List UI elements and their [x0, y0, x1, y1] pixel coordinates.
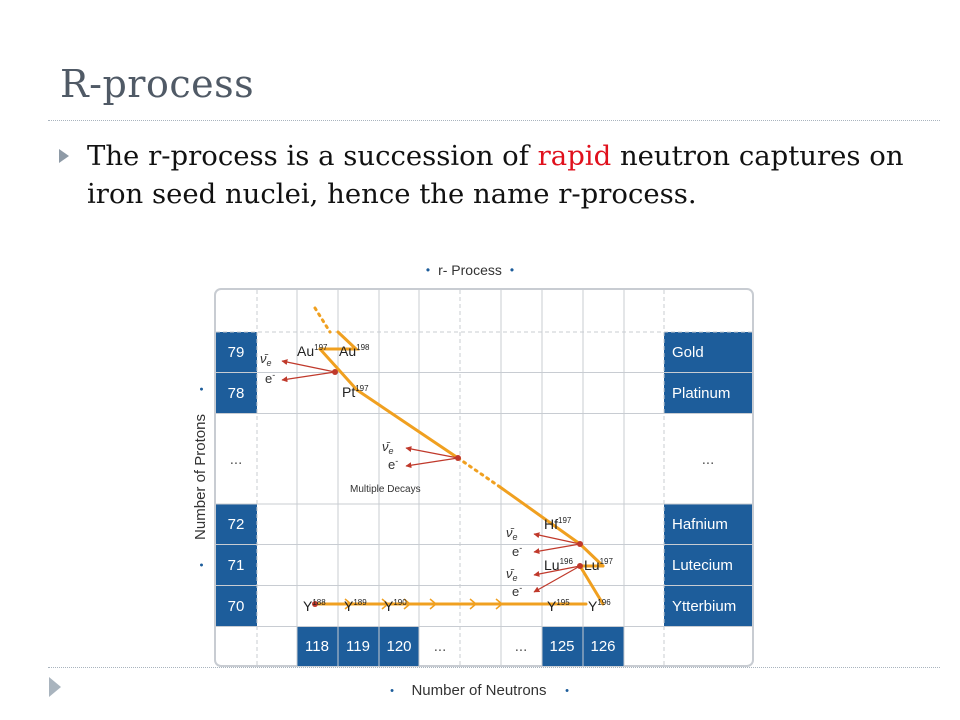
element-name-ellipsis: ... — [702, 451, 715, 468]
path-pt197-to-decay — [355, 388, 460, 460]
neutrino-label-hf: ν̄e — [506, 525, 518, 542]
decay-arrows — [281, 359, 581, 593]
neutron-label-125: 125 — [549, 638, 574, 655]
x-axis-label-group: • Number of Neutrons • — [390, 682, 569, 699]
nuclide-lu197: Lu197 — [584, 557, 613, 573]
x-axis-dot-right: • — [565, 685, 569, 697]
electron-label-multiple: e- — [388, 456, 398, 472]
bullet-arrow-icon — [59, 149, 69, 163]
path-au197-to-pt197 — [318, 347, 359, 392]
nuclide-pt197: Pt197 — [342, 384, 369, 400]
element-name-gold: Gold — [672, 344, 704, 361]
bullet-text-emphasis: rapid — [537, 140, 612, 172]
y-axis-label-group: • Number of Protons • — [192, 387, 209, 567]
title-divider — [48, 120, 940, 121]
nuclide-au197: Au197 — [297, 343, 328, 359]
proton-label-71: 71 — [228, 557, 245, 574]
path-dotted-decays — [456, 456, 502, 489]
element-cell-hafnium — [664, 504, 752, 544]
proton-cell-78 — [216, 373, 257, 413]
path-chevrons — [344, 598, 504, 610]
path-dotted-entry — [313, 306, 332, 334]
neutron-label-118: 118 — [305, 638, 329, 655]
element-cell-gold — [664, 332, 752, 372]
neutron-label-120: 120 — [386, 638, 411, 655]
electron-label-hf: e- — [512, 543, 522, 559]
y-axis-label: Number of Protons — [192, 414, 209, 540]
nuclide-yb196: Y196 — [588, 598, 611, 614]
neutron-cell-120 — [379, 627, 419, 666]
r-process-path — [313, 306, 605, 606]
neutron-label-cells — [297, 627, 624, 666]
element-cell-ytterbium — [664, 586, 752, 626]
path-decay-to-hf197 — [498, 485, 582, 546]
multiple-decays-label: Multiple Decays — [350, 484, 421, 495]
proton-label-cells — [216, 332, 257, 626]
bullet-text: The r-process is a succession of rapid n… — [87, 137, 917, 213]
nuclide-hf197: Hf197 — [544, 516, 572, 532]
element-cell-lutecium — [664, 545, 752, 585]
neutron-cell-119 — [338, 627, 379, 666]
bullet-text-before: The r-process is a succession of — [87, 140, 538, 172]
decay-point-yb — [312, 601, 318, 607]
electron-label-au: e- — [265, 370, 275, 386]
y-axis-dot-right: • — [196, 387, 208, 391]
x-axis-dot-left: • — [390, 685, 394, 697]
neutrino-label-multiple: ν̄e — [382, 439, 394, 456]
nuclide-au198: Au198 — [339, 343, 370, 359]
diagram-title-dot-right: • — [510, 263, 514, 277]
neutron-label-119: 119 — [346, 638, 370, 655]
element-name-cells — [664, 332, 752, 626]
neutrino-label-lu: ν̄e — [506, 566, 518, 583]
nuclide-yb189: Y189 — [344, 598, 367, 614]
proton-cell-70 — [216, 586, 257, 626]
element-name-ytterbium: Ytterbium — [672, 598, 736, 615]
proton-label-72: 72 — [228, 516, 245, 533]
proton-label-ellipsis: ... — [230, 451, 243, 468]
neutrino-label-au: ν̄e — [260, 351, 272, 368]
element-name-platinum: Platinum — [672, 385, 730, 402]
electron-label-lu: e- — [512, 583, 522, 599]
footer-arrow-icon — [49, 677, 61, 697]
neutron-label-ellipsis-1: ... — [434, 638, 447, 655]
proton-label-78: 78 — [228, 385, 245, 402]
element-name-lutecium: Lutecium — [672, 557, 733, 574]
neutron-label-ellipsis-2: ... — [515, 638, 528, 655]
nuclide-yb188: Y188 — [303, 598, 326, 614]
x-axis-label: Number of Neutrons — [411, 682, 546, 699]
element-name-hafnium: Hafnium — [672, 516, 728, 533]
proton-cell-72 — [216, 504, 257, 544]
nuclide-yb190: Y190 — [384, 598, 407, 614]
nuclide-lu196: Lu196 — [544, 557, 573, 573]
path-hf197-to-lu197 — [578, 542, 605, 568]
slide-title: R-process — [60, 62, 255, 106]
path-au198-to-au197 — [318, 330, 360, 351]
r-process-diagram: • r- Process • — [192, 262, 754, 699]
proton-cell-71 — [216, 545, 257, 585]
footer-divider — [48, 667, 940, 668]
diagram-title-dot-left: • — [426, 263, 430, 277]
proton-label-70: 70 — [228, 598, 245, 615]
proton-cell-79 — [216, 332, 257, 372]
bullet-text-after: neutron captures on iron seed nuclei, he… — [87, 140, 904, 210]
y-axis-dot-left: • — [196, 563, 208, 567]
proton-label-79: 79 — [228, 344, 245, 361]
diagram-title: r- Process — [438, 262, 502, 278]
nuclide-yb195: Y195 — [547, 598, 570, 614]
element-cell-platinum — [664, 373, 752, 413]
neutron-label-126: 126 — [590, 638, 615, 655]
neutron-cell-126 — [583, 627, 624, 666]
neutron-cell-118 — [297, 627, 338, 666]
neutron-cell-125 — [542, 627, 583, 666]
